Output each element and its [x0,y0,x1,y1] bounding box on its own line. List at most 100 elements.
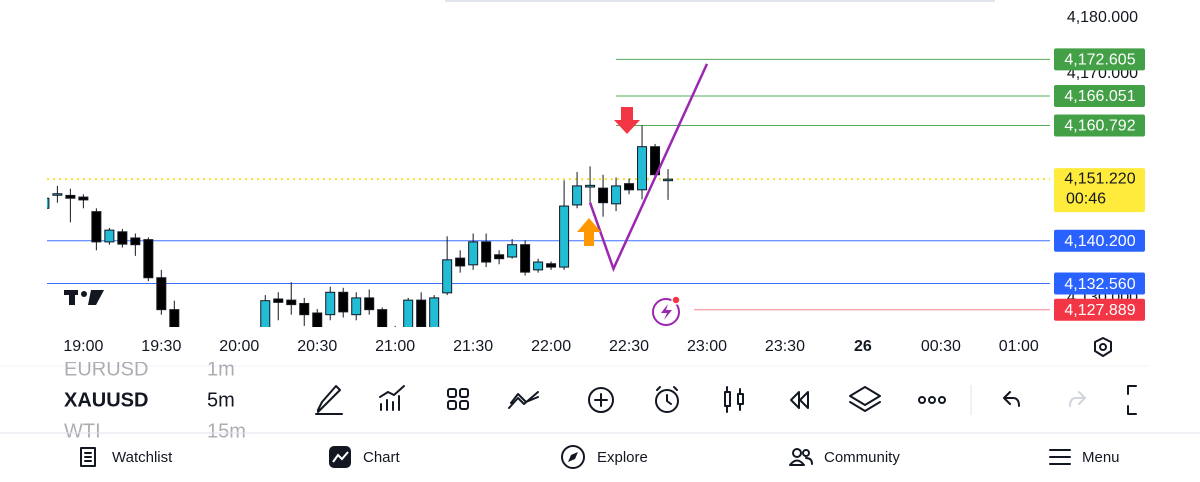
candle-body [338,291,349,313]
price-label-box [1054,48,1145,71]
candle-body [209,351,218,357]
candle-body [455,257,466,267]
candle-body [183,337,192,348]
x-tick-label: 19:30 [141,338,181,355]
candle-body [78,196,89,201]
price-label: 4,172.605 [1064,52,1135,69]
candle-body [196,348,205,356]
candle-body [611,185,622,205]
plot [47,58,1050,357]
sell-arrow [614,107,640,134]
candle-body [559,205,570,268]
compare[interactable] [508,391,539,409]
candle-body [260,300,271,327]
more[interactable] [918,396,946,404]
x-tick-label: 22:30 [609,338,649,355]
alert-icon[interactable] [652,295,681,326]
candle-body [273,298,284,303]
last-price-box [1054,168,1145,213]
candle-body [403,299,414,327]
candle-body [391,331,400,337]
candle-body [481,241,492,263]
redo[interactable] [1069,391,1086,407]
candle-body [377,309,388,327]
trend-drawing[interactable] [588,63,709,273]
symbol-name[interactable]: EURUSD [64,358,148,380]
candle-body [520,244,531,273]
candle-body [130,237,141,246]
x-tick-label: 26 [854,338,872,355]
nav-item[interactable]: Menu [1082,449,1120,466]
candle-body [624,183,635,191]
symbol-interval[interactable]: 1m [207,358,235,380]
candle-body [117,231,128,245]
nav-item[interactable]: Community [824,449,900,466]
countdown: 00:46 [1066,190,1106,207]
candle-body [156,277,167,311]
buy-arrow [577,218,601,246]
draw-tool[interactable] [315,385,343,415]
candle-body [598,187,609,204]
price-label-box [1054,114,1145,137]
candle-body [312,312,323,327]
nav-item[interactable]: Watchlist [112,449,173,466]
symbol-picker[interactable]: EURUSD 1m XAUUSD 5m WTI 15m [64,358,246,442]
candle-body [364,297,375,311]
price-scale: 4,180.0004,170.0004,130.0004,172.6054,16… [1054,9,1145,321]
candle-body [104,229,115,243]
add[interactable] [588,387,614,413]
alert[interactable] [655,386,679,413]
top-bar [445,0,995,2]
nav-item[interactable]: Chart [363,449,401,466]
fullscreen[interactable] [1127,385,1137,415]
x-tick-label: 21:30 [453,338,493,355]
candle-body [507,244,518,258]
candle-body [325,291,336,316]
x-tick-label: 20:30 [297,338,337,355]
nav-item[interactable]: Explore [597,449,648,466]
candle-body [468,241,479,266]
candle-body [52,193,63,196]
y-tick-label: 4,180.000 [1067,9,1138,26]
undo[interactable] [1003,391,1020,407]
candle-body [299,302,310,316]
candle-body [442,259,453,294]
toolbar [315,385,1137,415]
nav-icons [80,445,1071,469]
candle-body [65,194,76,199]
candle-body [351,297,362,316]
price-label: 4,132.560 [1064,276,1135,293]
price-label: 4,166.051 [1064,88,1135,105]
symbol-interval[interactable]: 15m [207,420,246,442]
price-label: 4,140.200 [1064,233,1135,250]
symbol-name[interactable]: XAUUSD [64,389,148,411]
candle-body [169,309,180,327]
objects[interactable] [849,386,881,412]
candle-body [585,184,596,188]
x-tick-label: 23:30 [765,338,805,355]
price-label-box [1054,272,1145,295]
layouts[interactable] [447,388,469,410]
chart-type[interactable] [724,386,744,413]
x-tick-label: 00:30 [921,338,961,355]
candle-body [416,299,427,327]
candle-body [47,197,50,209]
candle-body [663,178,674,182]
price-label-box [1054,229,1145,252]
price-label: 4,127.889 [1064,302,1135,319]
replay[interactable] [790,391,809,409]
x-tick-label: 23:00 [687,338,727,355]
x-tick-label: 21:00 [375,338,415,355]
last-price-label: 4,151.220 [1064,170,1135,187]
x-tick-label: 20:00 [219,338,259,355]
symbol-interval[interactable]: 5m [207,389,235,411]
price-label: 4,160.792 [1064,118,1135,135]
candle-body [286,299,297,306]
x-tick-label: 19:00 [63,338,103,355]
settings-icon[interactable] [1094,337,1112,357]
indicators[interactable] [379,385,405,411]
logo [64,290,104,305]
symbol-name[interactable]: WTI [64,420,101,442]
